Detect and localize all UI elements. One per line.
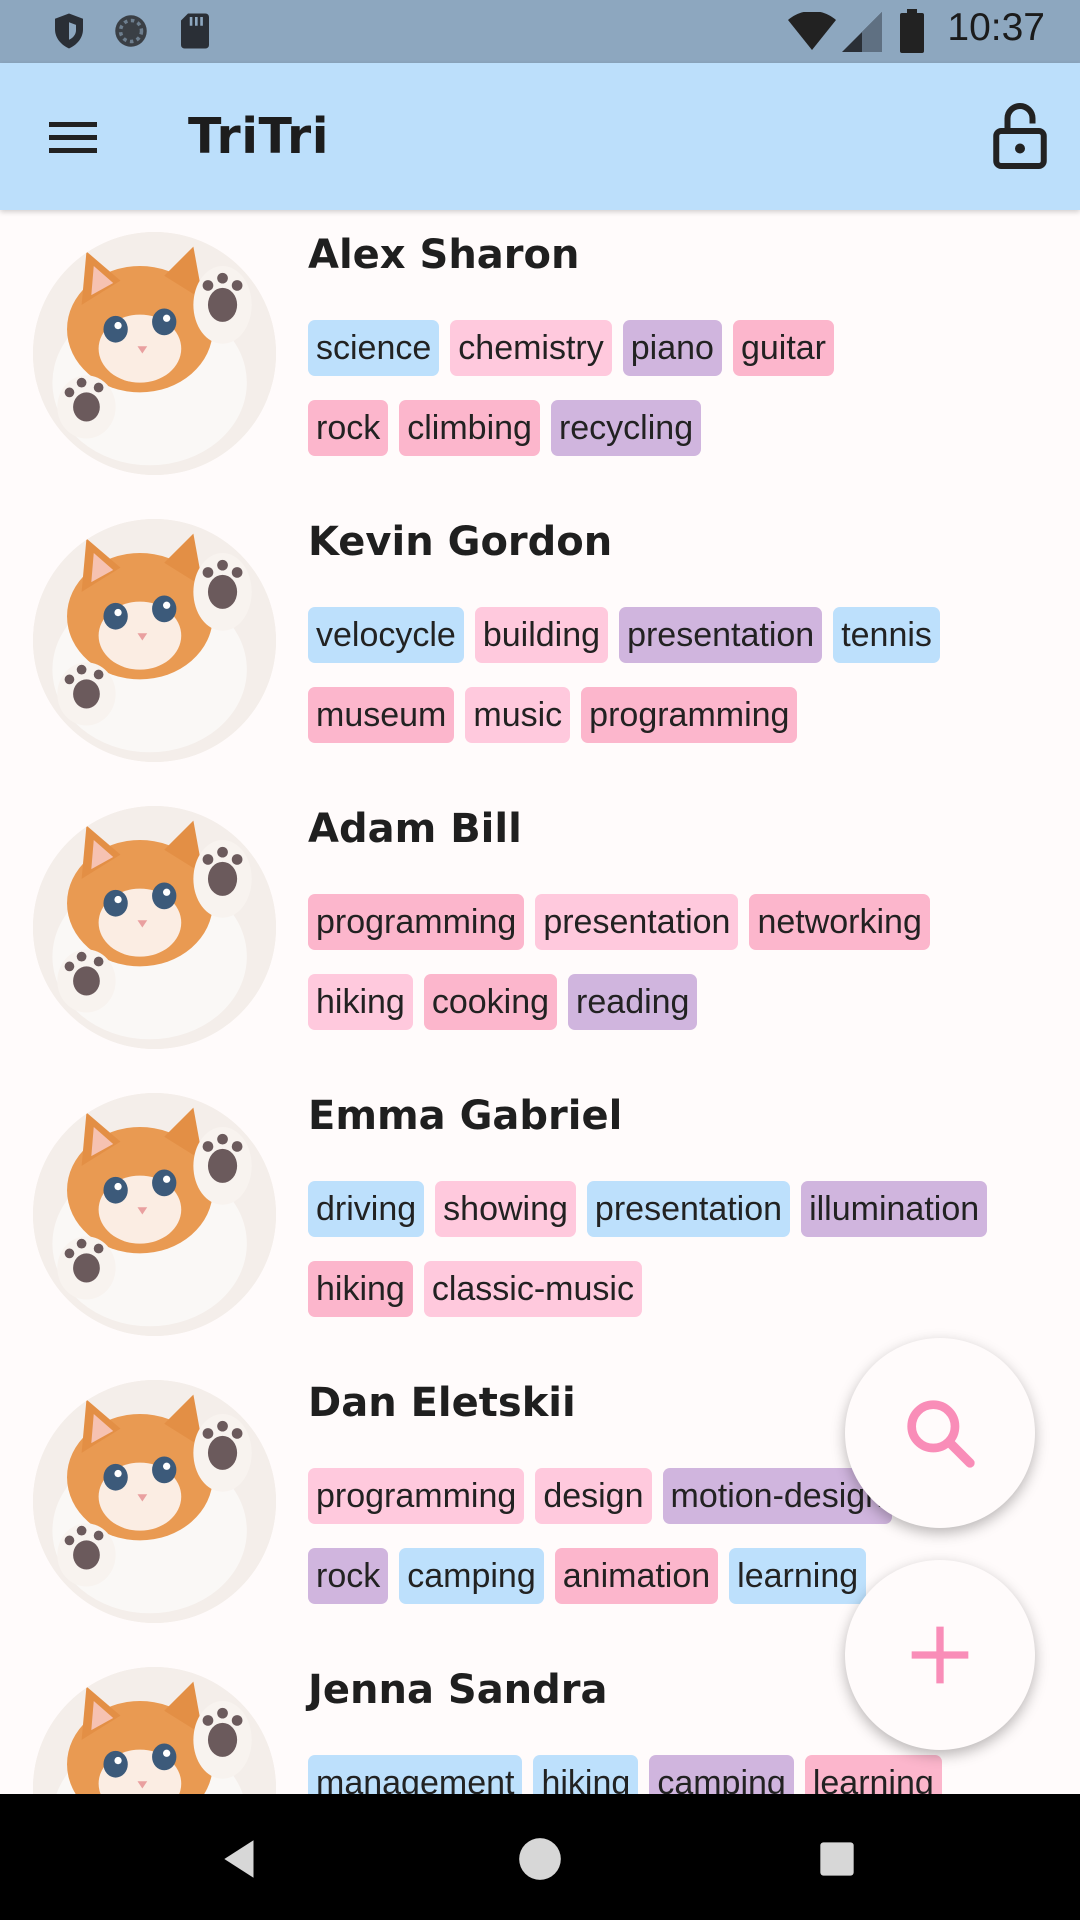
kitten-photo: [33, 806, 276, 1049]
kitten-photo: [33, 1380, 276, 1623]
sync-icon: [115, 15, 147, 47]
person-name: Adam Bill: [308, 806, 522, 852]
person-name: Dan Eletskii: [308, 1380, 576, 1426]
tag-chip[interactable]: chemistry: [450, 320, 612, 376]
kitten-photo: [33, 1667, 276, 1794]
person-card[interactable]: Jenna Sandra management hiking camping l…: [0, 1645, 1080, 1794]
avatar: [33, 1667, 276, 1794]
tag-list: programming design motion-design rock ca…: [308, 1468, 1050, 1628]
signal-icon: [842, 12, 882, 52]
people-list[interactable]: Alex Sharon science chemistry piano guit…: [0, 210, 1080, 1794]
home-icon[interactable]: [515, 1834, 565, 1884]
tag-chip[interactable]: learning: [804, 1755, 942, 1794]
tag-chip[interactable]: programming: [308, 1468, 525, 1524]
app-title: TriTri: [188, 108, 330, 165]
person-card[interactable]: Dan Eletskii programming design motion-d…: [0, 1358, 1080, 1645]
tag-chip[interactable]: recycling: [550, 400, 702, 456]
shield-icon: [55, 13, 83, 49]
tag-chip[interactable]: reading: [568, 974, 698, 1030]
menu-button[interactable]: [40, 109, 108, 165]
kitten-photo: [33, 519, 276, 762]
person-card[interactable]: Kevin Gordon velocycle building presenta…: [0, 497, 1080, 784]
tag-chip[interactable]: velocycle: [308, 607, 464, 663]
plus-icon: [911, 1626, 969, 1684]
app-bar: TriTri: [0, 63, 1080, 210]
tag-chip[interactable]: science: [308, 320, 440, 376]
tag-chip[interactable]: programming: [308, 894, 525, 950]
person-card[interactable]: Emma Gabriel driving showing presentatio…: [0, 1071, 1080, 1358]
tag-chip[interactable]: motion-design: [662, 1468, 893, 1524]
tag-chip[interactable]: building: [474, 607, 609, 663]
tag-chip[interactable]: camping: [649, 1755, 794, 1794]
status-bar: 10:37: [0, 0, 1080, 63]
tag-chip[interactable]: driving: [308, 1181, 425, 1237]
person-name: Alex Sharon: [308, 232, 580, 278]
tag-chip[interactable]: networking: [749, 894, 930, 950]
tag-chip[interactable]: hiking: [308, 1261, 413, 1317]
sd-card-icon: [181, 13, 209, 49]
tag-chip[interactable]: presentation: [619, 607, 823, 663]
tag-chip[interactable]: illumination: [801, 1181, 988, 1237]
lock-open-icon: [993, 103, 1047, 169]
person-name: Jenna Sandra: [308, 1667, 608, 1713]
person-card[interactable]: Adam Bill programming presentation netwo…: [0, 784, 1080, 1071]
tag-chip[interactable]: rock: [308, 400, 389, 456]
tag-chip[interactable]: management: [308, 1755, 523, 1794]
lock-button[interactable]: [990, 101, 1050, 171]
search-button[interactable]: [845, 1338, 1035, 1528]
tag-chip[interactable]: hiking: [533, 1755, 639, 1794]
tag-chip[interactable]: tennis: [833, 607, 940, 663]
status-time: 10:37: [947, 6, 1045, 49]
avatar: [33, 1380, 276, 1623]
navigation-bar: [0, 1794, 1080, 1920]
person-card[interactable]: Alex Sharon science chemistry piano guit…: [0, 210, 1080, 497]
tag-chip[interactable]: camping: [399, 1548, 544, 1604]
tag-chip[interactable]: presentation: [535, 894, 739, 950]
tag-chip[interactable]: cooking: [423, 974, 558, 1030]
tag-chip[interactable]: guitar: [732, 320, 835, 376]
tag-list: velocycle building presentation tennis m…: [308, 607, 1050, 767]
tag-chip[interactable]: presentation: [586, 1181, 791, 1237]
tag-list: driving showing presentation illuminatio…: [308, 1181, 1050, 1341]
tag-chip[interactable]: piano: [622, 320, 722, 376]
avatar: [33, 806, 276, 1049]
add-button[interactable]: [845, 1560, 1035, 1750]
tag-list: science chemistry piano guitar rock clim…: [308, 320, 1050, 480]
tag-chip[interactable]: showing: [435, 1181, 576, 1237]
back-icon[interactable]: [216, 1834, 266, 1884]
tag-list: management hiking camping learning: [308, 1755, 1050, 1794]
tag-chip[interactable]: programming: [581, 687, 798, 743]
search-icon: [907, 1400, 975, 1468]
kitten-photo: [33, 1093, 276, 1336]
tag-chip[interactable]: design: [535, 1468, 652, 1524]
tag-list: programming presentation networking hiki…: [308, 894, 1050, 1054]
tag-chip[interactable]: music: [465, 687, 571, 743]
avatar: [33, 232, 276, 475]
tag-chip[interactable]: hiking: [308, 974, 413, 1030]
recents-icon[interactable]: [812, 1834, 862, 1884]
tag-chip[interactable]: animation: [554, 1548, 719, 1604]
person-name: Kevin Gordon: [308, 519, 613, 565]
avatar: [33, 1093, 276, 1336]
avatar: [33, 519, 276, 762]
tag-chip[interactable]: classic-music: [423, 1261, 642, 1317]
wifi-icon: [788, 12, 836, 50]
tag-chip[interactable]: learning: [729, 1548, 867, 1604]
tag-chip[interactable]: museum: [308, 687, 455, 743]
kitten-photo: [33, 232, 276, 475]
tag-chip[interactable]: climbing: [399, 400, 540, 456]
battery-icon: [900, 9, 924, 53]
person-name: Emma Gabriel: [308, 1093, 623, 1139]
tag-chip[interactable]: rock: [308, 1548, 389, 1604]
